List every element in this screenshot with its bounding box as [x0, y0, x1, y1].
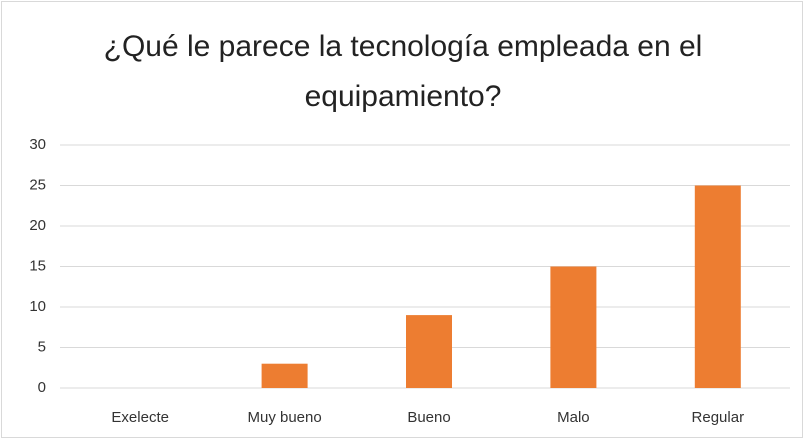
bar [261, 363, 308, 388]
y-tick-label: 25 [29, 176, 46, 193]
y-tick-label: 20 [29, 217, 46, 234]
y-tick-label: 5 [38, 338, 46, 355]
x-tick-label: Regular [692, 409, 745, 426]
y-tick-label: 10 [29, 298, 46, 315]
x-tick-label: Exelecte [111, 409, 169, 426]
y-tick-label: 30 [29, 136, 46, 153]
x-tick-label: Bueno [407, 409, 450, 426]
bar [406, 315, 452, 388]
chart-title: ¿Qué le parece la tecnología empleada en… [103, 30, 703, 113]
y-tick-label: 15 [29, 257, 46, 274]
y-tick-label: 0 [38, 379, 46, 396]
x-tick-label: Malo [557, 409, 590, 426]
x-tick-label: Muy bueno [247, 409, 321, 426]
bar [694, 185, 741, 388]
bar [550, 266, 597, 388]
